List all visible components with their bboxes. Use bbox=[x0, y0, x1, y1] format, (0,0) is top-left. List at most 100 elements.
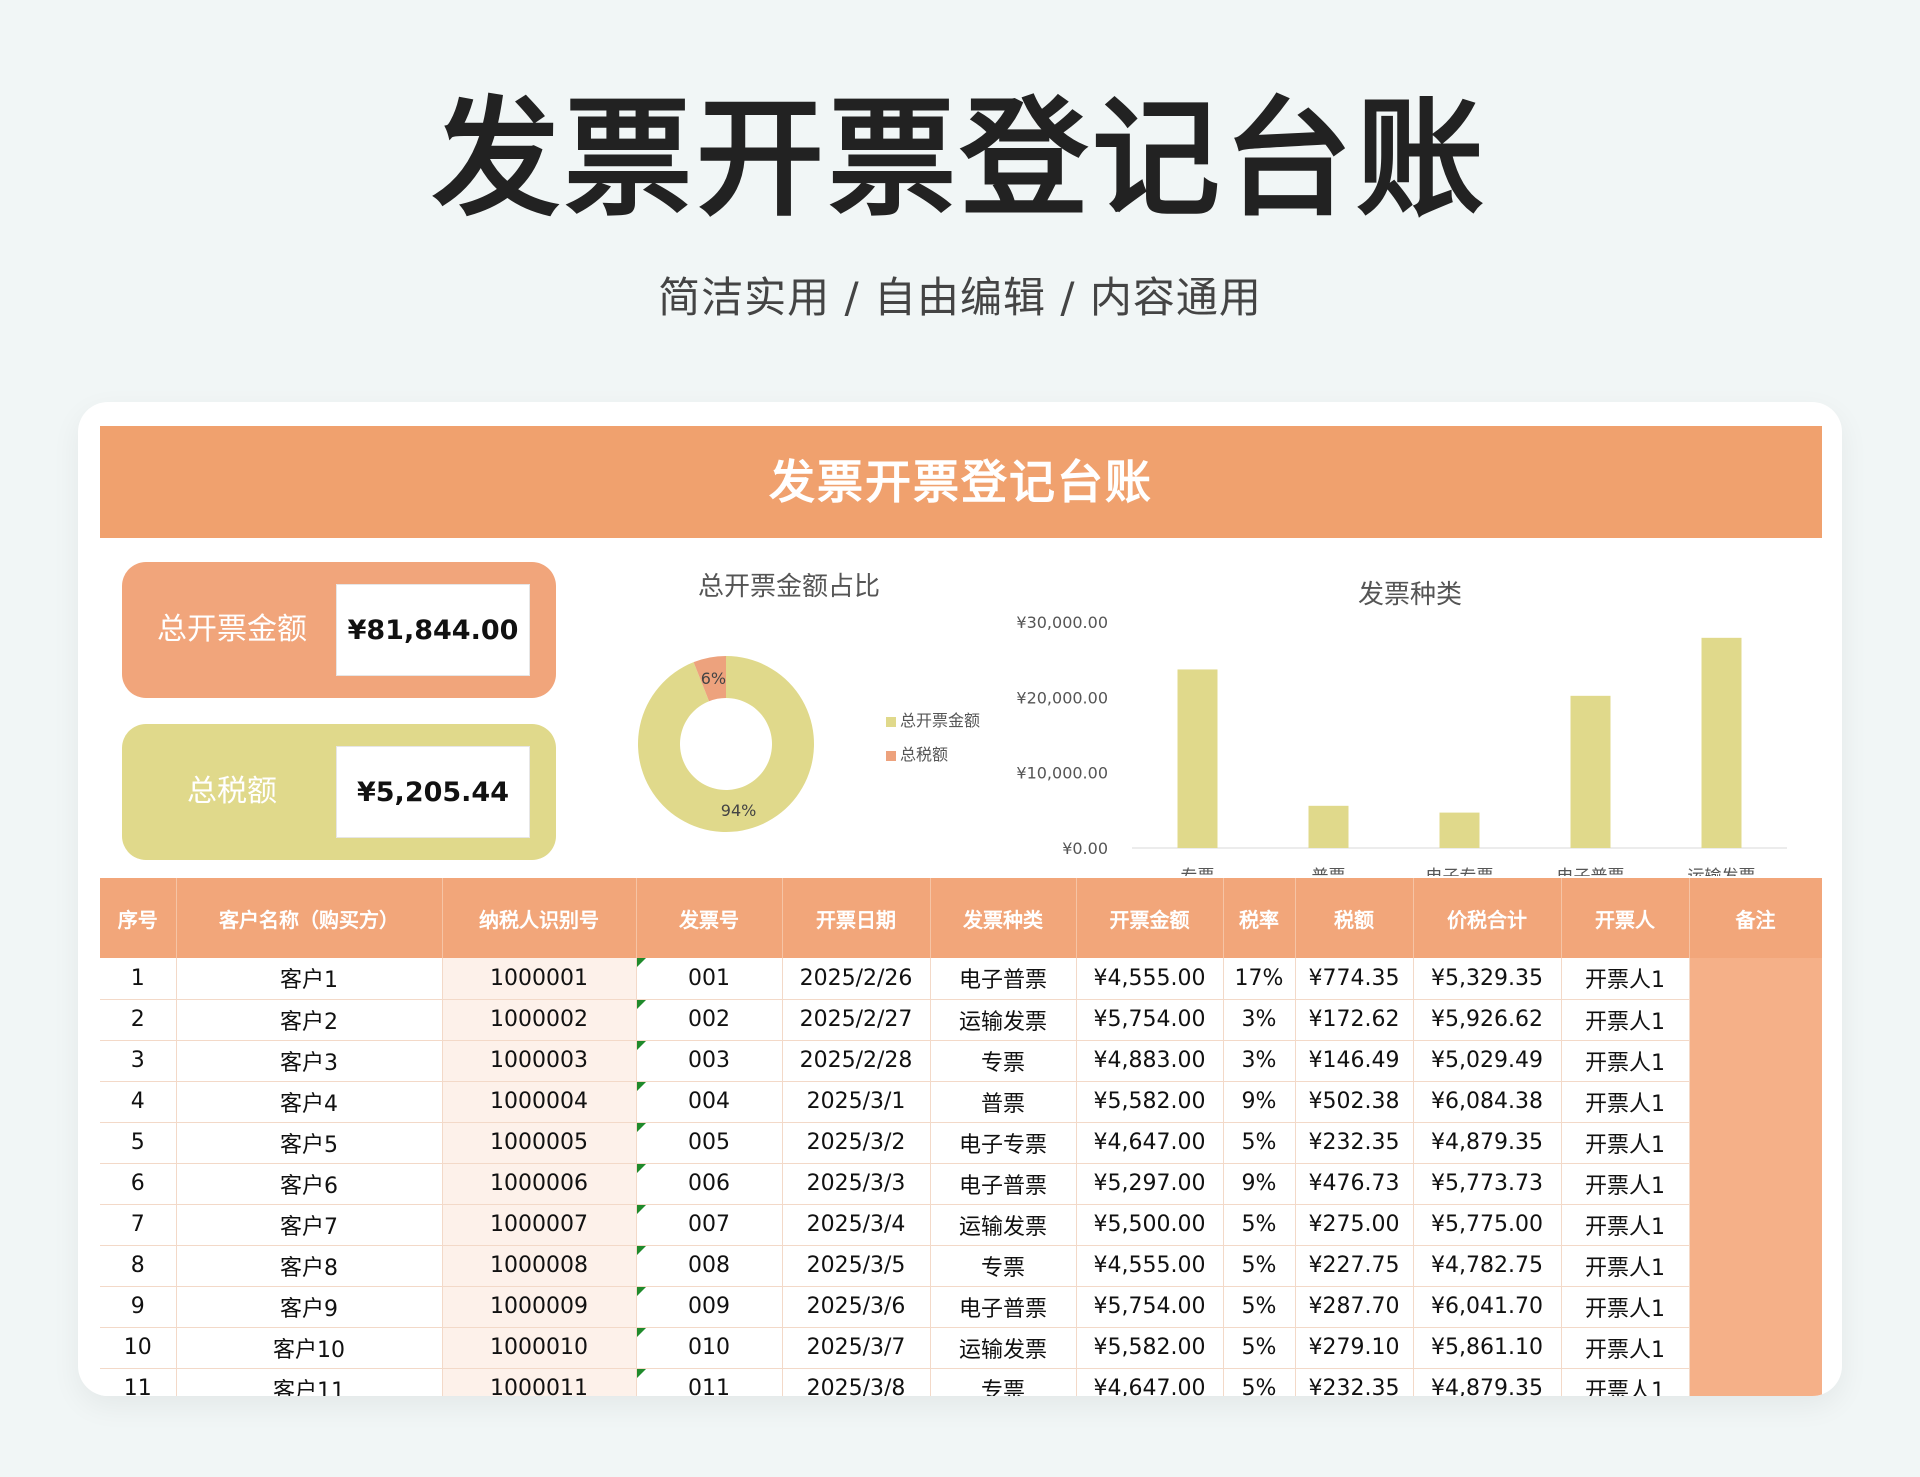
cell-col-amount[interactable]: ¥4,647.00 bbox=[1076, 1368, 1224, 1396]
cell-col-seq[interactable]: 7 bbox=[100, 1204, 177, 1246]
cell-col-note[interactable] bbox=[1689, 1368, 1822, 1396]
cell-col-issuer[interactable]: 开票人1 bbox=[1561, 1081, 1690, 1123]
cell-col-amount[interactable]: ¥5,754.00 bbox=[1076, 999, 1224, 1041]
header-col-seq[interactable]: 序号 bbox=[100, 878, 177, 958]
header-col-date[interactable]: 开票日期 bbox=[782, 878, 931, 958]
cell-col-note[interactable] bbox=[1689, 958, 1822, 1000]
cell-col-note[interactable] bbox=[1689, 999, 1822, 1041]
cell-col-tax[interactable]: ¥172.62 bbox=[1295, 999, 1414, 1041]
cell-col-type[interactable]: 运输发票 bbox=[930, 1327, 1077, 1369]
cell-col-customer[interactable]: 客户4 bbox=[176, 1081, 443, 1123]
cell-col-tax[interactable]: ¥275.00 bbox=[1295, 1204, 1414, 1246]
cell-col-seq[interactable]: 6 bbox=[100, 1163, 177, 1205]
cell-col-seq[interactable]: 3 bbox=[100, 1040, 177, 1082]
cell-col-seq[interactable]: 1 bbox=[100, 958, 177, 1000]
cell-col-seq[interactable]: 10 bbox=[100, 1327, 177, 1369]
header-col-rate[interactable]: 税率 bbox=[1223, 878, 1296, 958]
cell-col-total[interactable]: ¥6,084.38 bbox=[1413, 1081, 1562, 1123]
cell-col-taxpayer-id[interactable]: 1000003 bbox=[442, 1040, 637, 1082]
cell-col-total[interactable]: ¥4,879.35 bbox=[1413, 1122, 1562, 1164]
cell-col-invoice-no[interactable]: 001 bbox=[636, 958, 783, 1000]
cell-col-tax[interactable]: ¥227.75 bbox=[1295, 1245, 1414, 1287]
cell-col-total[interactable]: ¥5,773.73 bbox=[1413, 1163, 1562, 1205]
cell-col-type[interactable]: 运输发票 bbox=[930, 1204, 1077, 1246]
cell-col-invoice-no[interactable]: 006 bbox=[636, 1163, 783, 1205]
cell-col-rate[interactable]: 5% bbox=[1223, 1368, 1296, 1396]
cell-col-issuer[interactable]: 开票人1 bbox=[1561, 1245, 1690, 1287]
cell-col-seq[interactable]: 8 bbox=[100, 1245, 177, 1287]
cell-col-invoice-no[interactable]: 004 bbox=[636, 1081, 783, 1123]
cell-col-issuer[interactable]: 开票人1 bbox=[1561, 1163, 1690, 1205]
cell-col-invoice-no[interactable]: 008 bbox=[636, 1245, 783, 1287]
cell-col-note[interactable] bbox=[1689, 1245, 1822, 1287]
cell-col-note[interactable] bbox=[1689, 1040, 1822, 1082]
cell-col-date[interactable]: 2025/2/28 bbox=[782, 1040, 931, 1082]
cell-col-amount[interactable]: ¥5,754.00 bbox=[1076, 1286, 1224, 1328]
cell-col-taxpayer-id[interactable]: 1000002 bbox=[442, 999, 637, 1041]
cell-col-customer[interactable]: 客户11 bbox=[176, 1368, 443, 1396]
cell-col-rate[interactable]: 9% bbox=[1223, 1163, 1296, 1205]
cell-col-amount[interactable]: ¥4,555.00 bbox=[1076, 1245, 1224, 1287]
cell-col-tax[interactable]: ¥232.35 bbox=[1295, 1122, 1414, 1164]
cell-col-tax[interactable]: ¥232.35 bbox=[1295, 1368, 1414, 1396]
cell-col-rate[interactable]: 3% bbox=[1223, 1040, 1296, 1082]
cell-col-total[interactable]: ¥5,861.10 bbox=[1413, 1327, 1562, 1369]
cell-col-date[interactable]: 2025/2/27 bbox=[782, 999, 931, 1041]
cell-col-customer[interactable]: 客户6 bbox=[176, 1163, 443, 1205]
cell-col-taxpayer-id[interactable]: 1000006 bbox=[442, 1163, 637, 1205]
cell-col-date[interactable]: 2025/3/2 bbox=[782, 1122, 931, 1164]
cell-col-taxpayer-id[interactable]: 1000005 bbox=[442, 1122, 637, 1164]
header-col-total[interactable]: 价税合计 bbox=[1413, 878, 1562, 958]
cell-col-seq[interactable]: 5 bbox=[100, 1122, 177, 1164]
cell-col-total[interactable]: ¥4,782.75 bbox=[1413, 1245, 1562, 1287]
cell-col-total[interactable]: ¥6,041.70 bbox=[1413, 1286, 1562, 1328]
header-col-issuer[interactable]: 开票人 bbox=[1561, 878, 1690, 958]
kpi-total-amount-value[interactable]: ¥81,844.00 bbox=[336, 584, 530, 676]
cell-col-date[interactable]: 2025/3/5 bbox=[782, 1245, 931, 1287]
kpi-total-tax-value[interactable]: ¥5,205.44 bbox=[336, 746, 530, 838]
cell-col-invoice-no[interactable]: 007 bbox=[636, 1204, 783, 1246]
cell-col-date[interactable]: 2025/3/7 bbox=[782, 1327, 931, 1369]
header-col-amount[interactable]: 开票金额 bbox=[1076, 878, 1224, 958]
cell-col-total[interactable]: ¥5,775.00 bbox=[1413, 1204, 1562, 1246]
cell-col-customer[interactable]: 客户2 bbox=[176, 999, 443, 1041]
cell-col-rate[interactable]: 17% bbox=[1223, 958, 1296, 1000]
cell-col-rate[interactable]: 5% bbox=[1223, 1327, 1296, 1369]
cell-col-amount[interactable]: ¥5,582.00 bbox=[1076, 1327, 1224, 1369]
cell-col-amount[interactable]: ¥4,883.00 bbox=[1076, 1040, 1224, 1082]
cell-col-amount[interactable]: ¥5,582.00 bbox=[1076, 1081, 1224, 1123]
bar-0[interactable] bbox=[1177, 669, 1218, 848]
cell-col-seq[interactable]: 4 bbox=[100, 1081, 177, 1123]
cell-col-seq[interactable]: 2 bbox=[100, 999, 177, 1041]
cell-col-date[interactable]: 2025/3/8 bbox=[782, 1368, 931, 1396]
cell-col-rate[interactable]: 5% bbox=[1223, 1245, 1296, 1287]
cell-col-invoice-no[interactable]: 003 bbox=[636, 1040, 783, 1082]
cell-col-note[interactable] bbox=[1689, 1286, 1822, 1328]
bar-chart[interactable]: ¥30,000.00 ¥20,000.00 ¥10,000.00 ¥0.00 专票 普票 电… bbox=[982, 586, 1802, 876]
cell-col-rate[interactable]: 3% bbox=[1223, 999, 1296, 1041]
donut-slice-total-tax[interactable] bbox=[693, 656, 726, 702]
cell-col-type[interactable]: 专票 bbox=[930, 1245, 1077, 1287]
cell-col-customer[interactable]: 客户3 bbox=[176, 1040, 443, 1082]
cell-col-date[interactable]: 2025/3/6 bbox=[782, 1286, 931, 1328]
cell-col-invoice-no[interactable]: 005 bbox=[636, 1122, 783, 1164]
header-col-note[interactable]: 备注 bbox=[1689, 878, 1822, 958]
cell-col-note[interactable] bbox=[1689, 1163, 1822, 1205]
cell-col-rate[interactable]: 5% bbox=[1223, 1204, 1296, 1246]
donut-chart[interactable]: 94% 6% bbox=[626, 644, 826, 844]
cell-col-issuer[interactable]: 开票人1 bbox=[1561, 1122, 1690, 1164]
cell-col-amount[interactable]: ¥5,297.00 bbox=[1076, 1163, 1224, 1205]
cell-col-issuer[interactable]: 开票人1 bbox=[1561, 1286, 1690, 1328]
cell-col-date[interactable]: 2025/3/1 bbox=[782, 1081, 931, 1123]
cell-col-customer[interactable]: 客户5 bbox=[176, 1122, 443, 1164]
cell-col-taxpayer-id[interactable]: 1000004 bbox=[442, 1081, 637, 1123]
cell-col-amount[interactable]: ¥4,555.00 bbox=[1076, 958, 1224, 1000]
bar-3[interactable] bbox=[1570, 695, 1611, 848]
cell-col-tax[interactable]: ¥279.10 bbox=[1295, 1327, 1414, 1369]
cell-col-taxpayer-id[interactable]: 1000007 bbox=[442, 1204, 637, 1246]
cell-col-taxpayer-id[interactable]: 1000001 bbox=[442, 958, 637, 1000]
cell-col-customer[interactable]: 客户7 bbox=[176, 1204, 443, 1246]
cell-col-type[interactable]: 电子普票 bbox=[930, 1286, 1077, 1328]
cell-col-issuer[interactable]: 开票人1 bbox=[1561, 1368, 1690, 1396]
bar-2[interactable] bbox=[1439, 812, 1480, 848]
